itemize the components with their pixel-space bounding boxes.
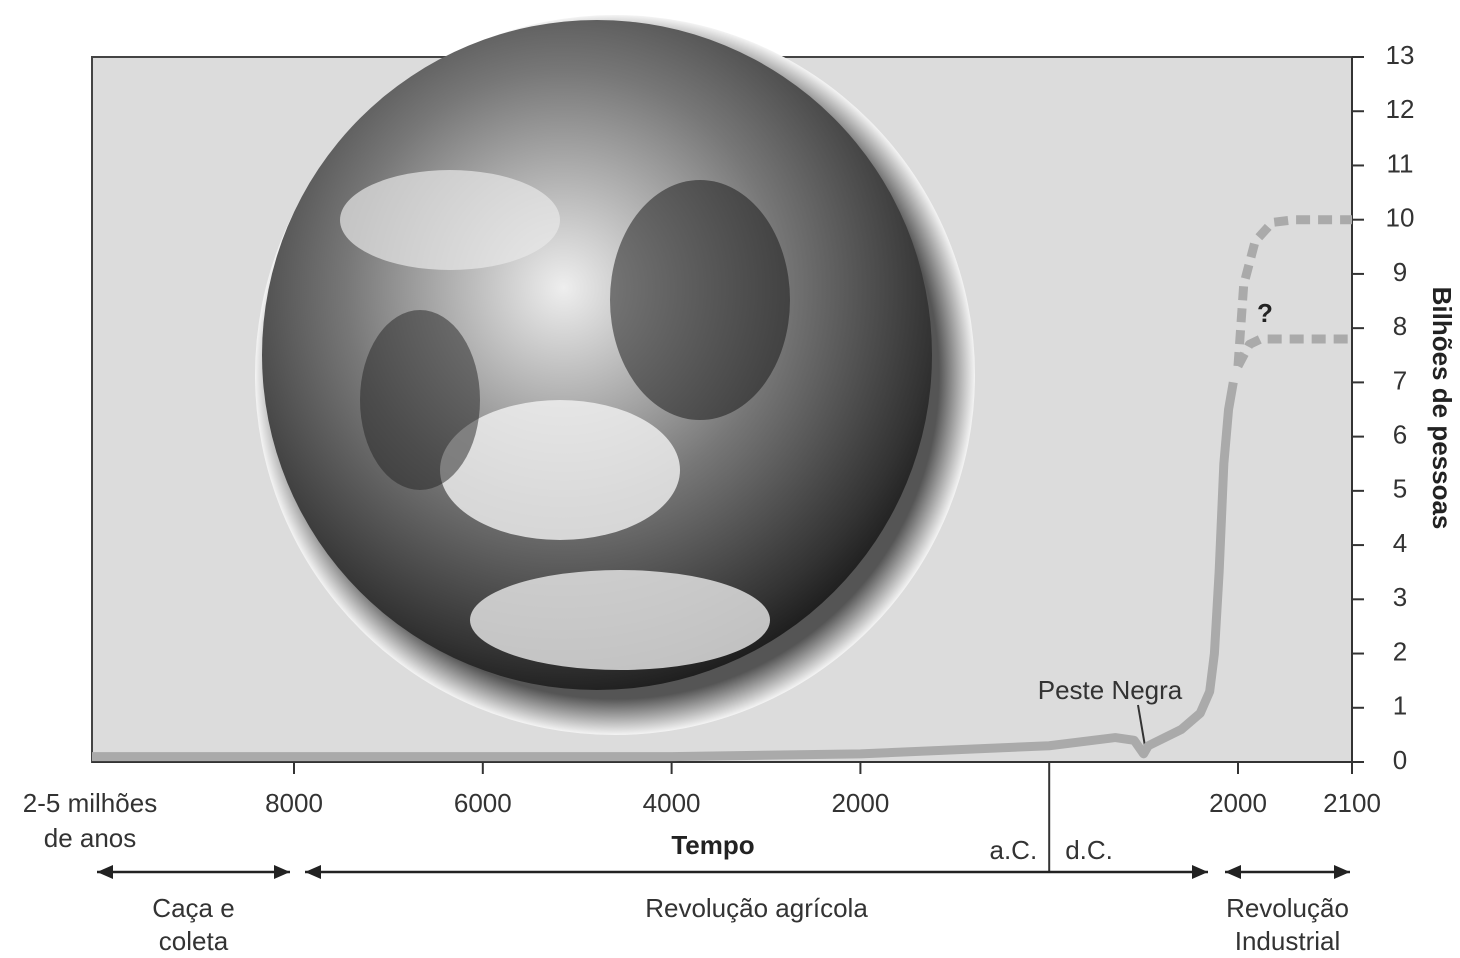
period-label: Caça e	[152, 893, 234, 923]
y-tick-label: 1	[1393, 691, 1407, 721]
chart: Peste Negra ? 2-5 milhões de anos Tempo …	[0, 0, 1460, 958]
arrow-head	[1192, 865, 1208, 879]
arrow-head	[97, 865, 113, 879]
x-origin-label: de anos	[44, 823, 137, 853]
arrow-head	[1334, 865, 1350, 879]
arrow-head	[274, 865, 290, 879]
y-tick-label: 12	[1386, 94, 1415, 124]
y-tick-label: 6	[1393, 419, 1407, 449]
x-tick-label: 2000	[831, 788, 889, 818]
y-tick-label: 10	[1386, 203, 1415, 233]
earth-photo	[255, 15, 975, 735]
y-tick-label: 11	[1387, 148, 1414, 178]
y-axis-title: Bilhões de pessoas	[1427, 287, 1457, 530]
x-tick-label: 2000	[1209, 788, 1267, 818]
annotation: ?	[1257, 298, 1273, 328]
x-tick-label: 4000	[643, 788, 701, 818]
x-origin-label: 2-5 milhões	[23, 788, 157, 818]
x-tick-label: 2100	[1323, 788, 1381, 818]
y-tick-label: 0	[1393, 745, 1407, 775]
period-label: Revolução	[1226, 893, 1349, 923]
y-tick-label: 3	[1393, 582, 1407, 612]
y-tick-label: 5	[1393, 474, 1407, 504]
period-label: Industrial	[1235, 926, 1341, 956]
period-label: coleta	[159, 926, 229, 956]
period-label: Revolução agrícola	[645, 893, 868, 923]
x-tick-label: 6000	[454, 788, 512, 818]
era-label: a.C.	[990, 835, 1038, 865]
y-tick-label: 7	[1393, 365, 1407, 395]
arrow-head	[305, 865, 321, 879]
y-tick-label: 2	[1393, 636, 1407, 666]
x-axis-title: Tempo	[671, 830, 754, 860]
y-tick-label: 9	[1393, 257, 1407, 287]
y-tick-label: 8	[1393, 311, 1407, 341]
y-tick-label: 13	[1386, 40, 1415, 70]
annotation: Peste Negra	[1038, 675, 1183, 705]
y-tick-label: 4	[1393, 528, 1407, 558]
arrow-head	[1225, 865, 1241, 879]
era-label: d.C.	[1065, 835, 1113, 865]
x-tick-label: 8000	[265, 788, 323, 818]
